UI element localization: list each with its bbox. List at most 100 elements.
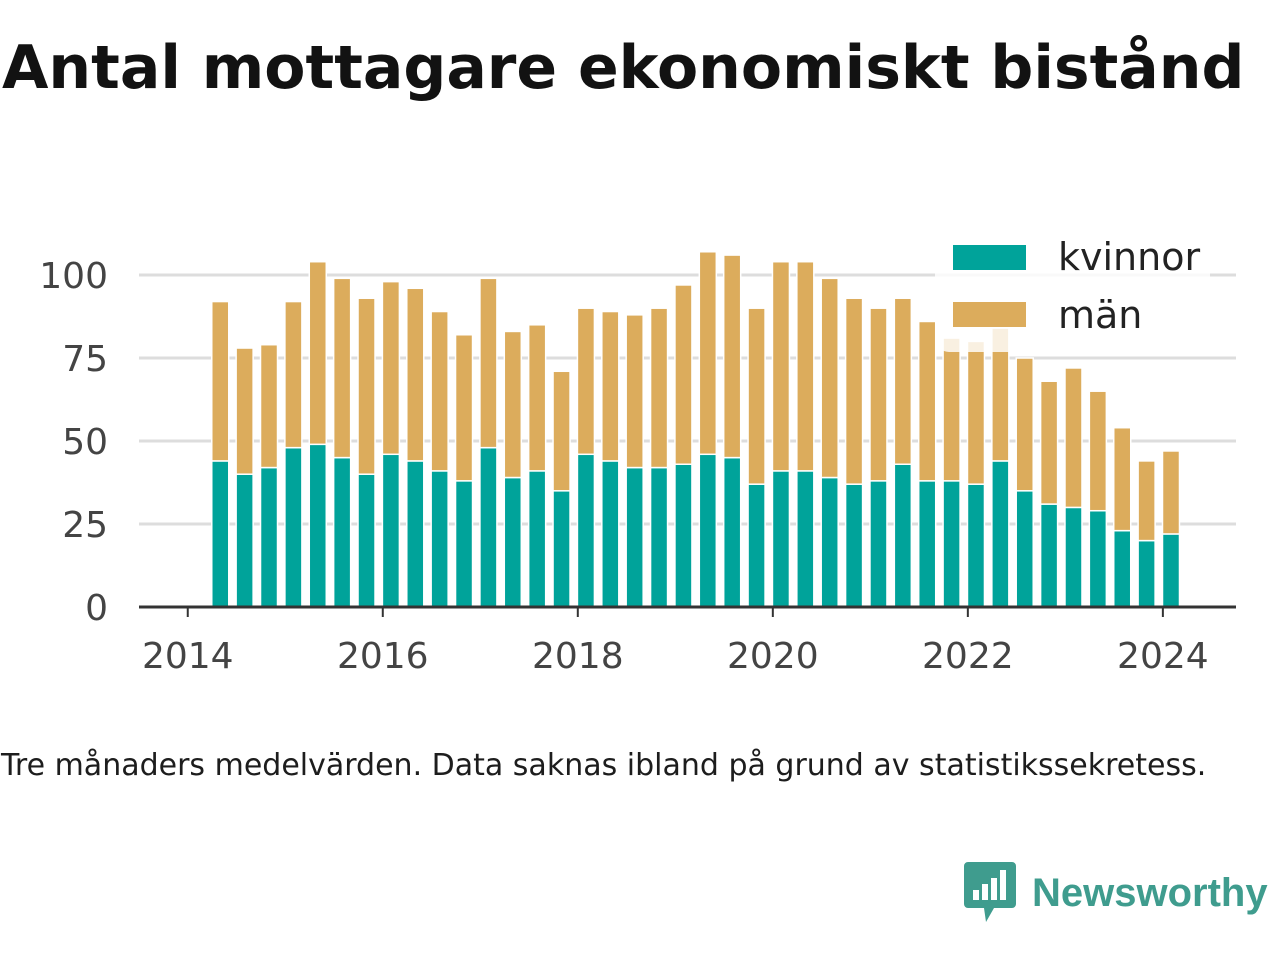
bar-kvinnor-2022-02 <box>966 483 986 608</box>
bar-kvinnor-2018-02 <box>576 453 596 608</box>
bar-kvinnor-2021-05 <box>893 463 913 608</box>
bar-kvinnor-2023-11 <box>1137 539 1156 608</box>
bar-man-2015-05 <box>308 260 328 446</box>
bar-kvinnor-2022-08 <box>1015 490 1034 608</box>
bar-kvinnor-2020-08 <box>820 476 839 608</box>
chart-title: Antal mottagare ekonomiskt bistånd <box>2 33 1245 103</box>
bar-man-2017-11 <box>552 370 571 492</box>
legend-label-kvinnor: kvinnor <box>1058 235 1200 279</box>
legend: kvinnor män <box>935 232 1210 352</box>
bar-man-2015-02 <box>284 300 303 449</box>
bar-kvinnor-2017-08 <box>527 470 547 608</box>
y-tick-label: 75 <box>62 339 108 380</box>
bar-man-2023-05 <box>1088 390 1108 512</box>
x-tick-label: 2016 <box>337 636 429 677</box>
bar-man-2019-08 <box>722 254 742 459</box>
bar-kvinnor-2016-05 <box>406 460 425 608</box>
bar-kvinnor-2022-05 <box>991 460 1010 608</box>
bar-man-2015-11 <box>357 297 376 475</box>
bar-man-2020-02 <box>771 260 791 472</box>
bar-man-2014-11 <box>259 343 279 469</box>
bar-man-2017-02 <box>479 277 498 449</box>
bar-kvinnor-2015-08 <box>332 456 352 608</box>
bar-kvinnor-2017-05 <box>503 476 523 608</box>
bar-man-2020-05 <box>796 260 815 472</box>
y-tick-label: 25 <box>62 505 108 546</box>
legend-label-man: män <box>1058 293 1142 337</box>
bar-kvinnor-2020-05 <box>796 470 815 608</box>
bar-man-2014-05 <box>211 300 230 462</box>
bar-man-2017-05 <box>503 330 523 479</box>
legend-swatch-kvinnor <box>953 245 1026 270</box>
bar-kvinnor-2016-02 <box>381 453 401 608</box>
bar-kvinnor-2017-02 <box>479 446 498 608</box>
bar-man-2018-11 <box>649 307 669 469</box>
bar-kvinnor-2015-11 <box>357 473 376 608</box>
bar-man-2023-08 <box>1112 426 1132 532</box>
bar-man-2016-05 <box>406 287 425 462</box>
bar-kvinnor-2021-11 <box>942 480 961 608</box>
bar-kvinnor-2015-05 <box>308 443 328 608</box>
newsworthy-logo-icon <box>964 862 1016 922</box>
bar-man-2016-02 <box>381 280 401 456</box>
bar-man-2023-11 <box>1137 460 1156 542</box>
bar-kvinnor-2024-02 <box>1161 533 1181 608</box>
bar-kvinnor-2014-11 <box>259 466 279 608</box>
bar-kvinnor-2017-11 <box>552 490 571 608</box>
bar-man-2021-08 <box>917 320 937 482</box>
bar-kvinnor-2019-08 <box>722 456 742 608</box>
bar-kvinnor-2023-05 <box>1088 509 1108 608</box>
bar-man-2020-08 <box>820 277 839 479</box>
bar-man-2023-02 <box>1064 367 1083 509</box>
bar-man-2016-08 <box>430 310 449 472</box>
y-axis-ticks: 0 25 50 75 100 <box>39 256 108 629</box>
bar-kvinnor-2021-02 <box>869 480 888 608</box>
bar-man-2015-08 <box>332 277 352 459</box>
bar-kvinnor-2014-08 <box>235 473 254 608</box>
x-tick-label: 2020 <box>727 636 819 677</box>
bar-kvinnor-2018-11 <box>649 466 669 608</box>
bar-man-2021-02 <box>869 307 888 482</box>
bar-man-2014-08 <box>235 347 254 475</box>
bar-kvinnor-2016-11 <box>454 480 474 608</box>
bar-man-2022-02 <box>966 340 986 485</box>
bar-man-2016-11 <box>454 334 474 482</box>
x-tick-label: 2024 <box>1117 636 1209 677</box>
bar-kvinnor-2015-02 <box>284 446 303 608</box>
bar-man-2020-11 <box>844 297 864 485</box>
bar-kvinnor-2019-02 <box>674 463 693 608</box>
bar-kvinnor-2022-11 <box>1039 503 1059 608</box>
bar-man-2022-11 <box>1039 380 1059 505</box>
bar-man-2024-02 <box>1161 450 1181 535</box>
bar-kvinnor-2020-02 <box>771 470 791 608</box>
y-tick-label: 0 <box>85 588 108 629</box>
bar-man-2017-08 <box>527 324 547 472</box>
bar-kvinnor-2023-02 <box>1064 506 1083 608</box>
y-tick-label: 50 <box>62 422 108 463</box>
y-tick-label: 100 <box>39 256 108 297</box>
bar-kvinnor-2020-11 <box>844 483 864 608</box>
bar-kvinnor-2023-08 <box>1112 529 1132 608</box>
bar-kvinnor-2018-08 <box>625 466 644 608</box>
bar-kvinnor-2016-08 <box>430 470 449 608</box>
bar-man-2018-02 <box>576 307 596 456</box>
bar-man-2021-11 <box>942 337 961 482</box>
x-axis-ticks: 2014 2016 2018 2020 2022 2024 <box>142 607 1209 677</box>
footnote: Tre månaders medelvärden. Data saknas ib… <box>1 748 1207 783</box>
legend-swatch-man <box>953 302 1026 327</box>
bar-man-2019-05 <box>698 251 718 456</box>
bar-man-2018-05 <box>601 310 620 462</box>
bar-kvinnor-2019-05 <box>698 453 718 608</box>
x-tick-label: 2022 <box>922 636 1014 677</box>
bar-man-2018-08 <box>625 314 644 469</box>
bar-kvinnor-2018-05 <box>601 460 620 608</box>
x-tick-label: 2014 <box>142 636 234 677</box>
bar-man-2021-05 <box>893 297 913 465</box>
bar-man-2022-08 <box>1015 357 1034 492</box>
bar-kvinnor-2021-08 <box>917 480 937 608</box>
x-tick-label: 2018 <box>532 636 624 677</box>
bar-kvinnor-2019-11 <box>747 483 766 608</box>
newsworthy-logo-text: Newsworthy <box>1032 870 1268 915</box>
bar-man-2019-11 <box>747 307 766 485</box>
